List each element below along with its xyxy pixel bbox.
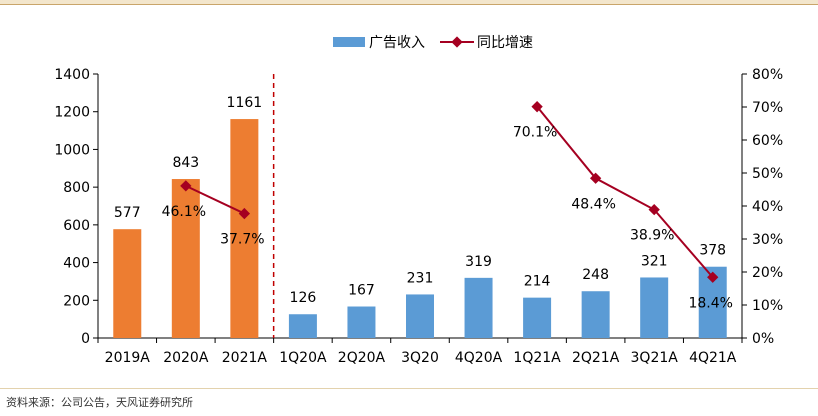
right-tick-label: 10% xyxy=(752,298,783,314)
left-tick-label: 1000 xyxy=(54,142,90,158)
right-tick-label: 30% xyxy=(752,232,783,248)
x-tick-label: 2021A xyxy=(222,350,268,366)
growth-value-label: 37.7% xyxy=(220,232,264,248)
bar-value-label: 1161 xyxy=(227,95,263,111)
x-tick-label: 2Q21A xyxy=(572,350,620,366)
bar xyxy=(171,179,200,338)
left-tick-label: 200 xyxy=(63,293,90,309)
left-tick-label: 0 xyxy=(81,331,90,347)
growth-value-label: 46.1% xyxy=(162,204,206,220)
x-tick-label: 2020A xyxy=(163,350,209,366)
line-series xyxy=(180,101,719,283)
bar xyxy=(230,119,259,338)
growth-line-segment xyxy=(536,106,714,278)
right-tick-label: 20% xyxy=(752,265,783,281)
legend-line-label: 同比增速 xyxy=(477,35,533,51)
growth-line-segment xyxy=(185,184,245,215)
bar-value-label: 378 xyxy=(699,243,726,259)
growth-value-label: 48.4% xyxy=(571,196,615,212)
top-divider xyxy=(0,4,818,5)
left-tick-label: 600 xyxy=(63,218,90,234)
growth-value-label: 38.9% xyxy=(630,228,674,244)
footer-divider xyxy=(0,388,818,389)
bar-value-label: 214 xyxy=(524,274,551,290)
bar xyxy=(523,297,552,338)
x-tick-label: 4Q21A xyxy=(689,350,737,366)
bar-value-label: 321 xyxy=(641,253,668,269)
bar-value-label: 248 xyxy=(582,267,609,283)
bar-value-label: 577 xyxy=(114,205,141,221)
left-tick-label: 1200 xyxy=(54,105,90,121)
growth-value-label: 70.1% xyxy=(513,125,557,141)
bar xyxy=(406,294,434,338)
right-tick-label: 0% xyxy=(752,331,774,347)
right-tick-label: 50% xyxy=(752,166,783,182)
growth-marker xyxy=(707,271,719,283)
growth-marker xyxy=(238,207,251,220)
bar xyxy=(288,314,317,338)
right-tick-label: 80% xyxy=(752,67,783,83)
growth-value-label: 18.4% xyxy=(688,295,732,311)
data-labels: 577 843 1161 126 167 231 319 214 248 321 378 46.1% 3… xyxy=(114,95,733,311)
legend-line-swatch xyxy=(440,36,474,48)
axes: 0 200 400 600 800 1000 1200 1400 0% 10% 20% 30% 40% 5… xyxy=(54,67,783,366)
bar xyxy=(581,291,610,338)
bar-value-label: 843 xyxy=(172,155,199,171)
growth-marker xyxy=(589,172,602,184)
combo-chart: 0 200 400 600 800 1000 1200 1400 0% 10% 20% 30% 40% 5… xyxy=(54,67,783,366)
bar xyxy=(347,306,376,338)
legend-bar-swatch xyxy=(333,37,365,47)
right-tick-label: 70% xyxy=(752,100,783,116)
left-tick-label: 800 xyxy=(63,180,90,196)
bar-value-label: 319 xyxy=(465,254,492,270)
bar xyxy=(640,277,669,338)
right-tick-label: 40% xyxy=(752,199,783,215)
legend-item-bar: 广告收入 xyxy=(333,33,425,51)
top-cropped-strip xyxy=(0,0,818,4)
left-tick-label: 400 xyxy=(63,256,90,272)
bar xyxy=(464,277,493,338)
legend-item-line: 同比增速 xyxy=(440,33,533,51)
left-tick-label: 1400 xyxy=(54,67,90,83)
x-tick-label: 3Q20 xyxy=(401,350,439,366)
x-tick-label: 1Q20A xyxy=(279,350,327,366)
x-tick-label: 3Q21A xyxy=(631,350,679,366)
x-tick-label: 4Q20A xyxy=(455,350,503,366)
x-tick-label: 1Q21A xyxy=(513,350,561,366)
x-tick-label: 2Q20A xyxy=(338,350,386,366)
x-tick-label: 2019A xyxy=(105,350,151,366)
legend-bar-label: 广告收入 xyxy=(369,35,425,51)
bar-value-label: 167 xyxy=(348,283,375,299)
right-tick-label: 60% xyxy=(752,133,783,149)
bar-series xyxy=(113,119,727,338)
bar-value-label: 231 xyxy=(407,270,434,286)
growth-marker xyxy=(180,180,192,192)
source-note: 资料来源：公司公告，天风证券研究所 xyxy=(6,396,193,409)
bar-value-label: 126 xyxy=(290,290,317,306)
growth-marker xyxy=(648,203,660,216)
bar xyxy=(113,229,142,338)
